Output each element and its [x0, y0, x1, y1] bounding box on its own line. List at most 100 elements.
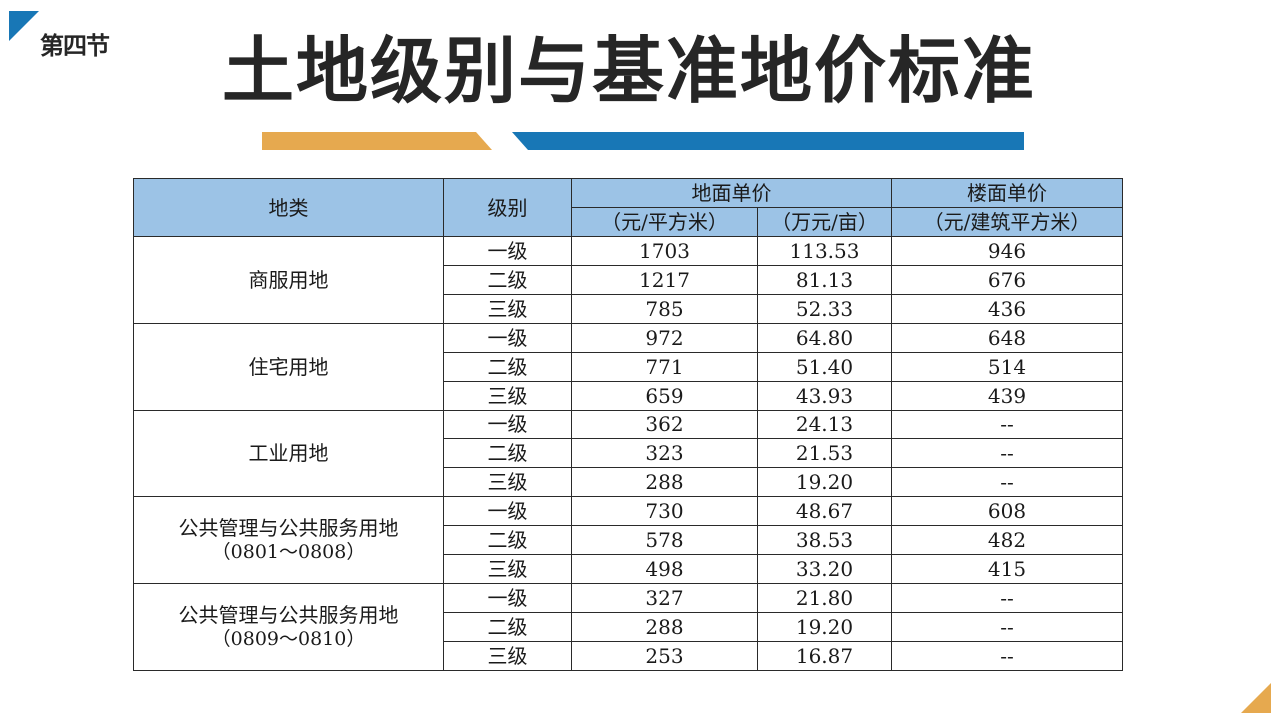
- floor-price-cell: 482: [891, 525, 1123, 556]
- grade-cell: 三级: [443, 640, 572, 672]
- land-price-yuan-sqm-cell: 785: [571, 293, 758, 324]
- land-price-wan-mu-cell: 16.87: [757, 640, 892, 672]
- land-price-wan-mu-cell: 48.67: [757, 496, 892, 527]
- land-price-yuan-sqm-cell: 771: [571, 351, 758, 382]
- land-price-wan-mu-cell: 21.53: [757, 438, 892, 469]
- grade-cell: 一级: [443, 322, 572, 353]
- land-price-wan-mu-cell: 43.93: [757, 380, 892, 411]
- grade-cell: 二级: [443, 264, 572, 295]
- land-price-wan-mu-cell: 21.80: [757, 583, 892, 613]
- land-price-yuan-sqm-cell: 253: [571, 640, 758, 672]
- land-price-yuan-sqm-cell: 288: [571, 611, 758, 642]
- floor-price-cell: 436: [891, 293, 1123, 324]
- grade-cell: 三级: [443, 467, 572, 498]
- land-type-name: 商服用地: [248, 267, 329, 292]
- land-price-yuan-sqm-cell: 323: [571, 438, 758, 469]
- land-price-table: 地类 级别 地面单价 楼面单价 （元/平方米） （万元/亩） （元/建筑平方米）…: [133, 178, 1123, 672]
- land-type-name: 公共管理与公共服务用地: [178, 516, 399, 541]
- floor-price-cell: 514: [891, 351, 1123, 382]
- floor-price-cell: 676: [891, 264, 1123, 295]
- land-price-wan-mu-cell: 24.13: [757, 409, 892, 440]
- grade-cell: 一级: [443, 236, 572, 266]
- floor-price-cell: 439: [891, 380, 1123, 411]
- land-type-name: 住宅用地: [248, 354, 329, 379]
- land-price-wan-mu-cell: 113.53: [757, 236, 892, 266]
- floor-price-cell: 648: [891, 322, 1123, 353]
- land-type-name: 工业用地: [248, 441, 329, 466]
- land-price-yuan-sqm-cell: 327: [571, 583, 758, 613]
- grade-cell: 二级: [443, 351, 572, 382]
- section-label: 第四节: [40, 32, 110, 60]
- header-unit-wan-mu: （万元/亩）: [757, 207, 892, 237]
- table-row: 二级 1217 81.13 676: [134, 264, 1123, 295]
- grade-cell: 三级: [443, 554, 572, 585]
- table-row: 二级 578 38.53 482: [134, 525, 1123, 556]
- corner-decoration-top-left: [9, 11, 39, 41]
- floor-price-cell: 608: [891, 496, 1123, 527]
- table-row: 二级 323 21.53 --: [134, 438, 1123, 469]
- floor-price-cell: --: [891, 611, 1123, 642]
- land-price-yuan-sqm-cell: 730: [571, 496, 758, 527]
- grade-cell: 二级: [443, 525, 572, 556]
- land-price-yuan-sqm-cell: 659: [571, 380, 758, 411]
- table-row: 三级 288 19.20 --: [134, 467, 1123, 498]
- land-price-wan-mu-cell: 52.33: [757, 293, 892, 324]
- land-price-wan-mu-cell: 51.40: [757, 351, 892, 382]
- land-price-yuan-sqm-cell: 1217: [571, 264, 758, 295]
- land-price-yuan-sqm-cell: 1703: [571, 236, 758, 266]
- land-price-wan-mu-cell: 64.80: [757, 322, 892, 353]
- table-row: 公共管理与公共服务用地 （0809～0810） 一级 327 21.80 --: [133, 583, 1123, 671]
- table-row: 二级 771 51.40 514: [134, 351, 1123, 382]
- table-row: 三级 659 43.93 439: [134, 380, 1123, 411]
- land-type-cell: 工业用地: [133, 409, 444, 498]
- page-title: 土地级别与基准地价标准: [222, 29, 1037, 113]
- table-row: 住宅用地 一级 972 64.80 648: [133, 322, 1123, 411]
- grade-cell: 二级: [443, 438, 572, 469]
- title-underline-blue: [512, 132, 1024, 150]
- land-price-yuan-sqm-cell: 288: [571, 467, 758, 498]
- corner-decoration-bottom-right: [1241, 683, 1271, 713]
- land-type-cell: 住宅用地: [133, 322, 444, 411]
- grade-cell: 二级: [443, 611, 572, 642]
- grade-cell: 三级: [443, 293, 572, 324]
- grade-cell: 一级: [443, 409, 572, 440]
- land-price-yuan-sqm-cell: 362: [571, 409, 758, 440]
- header-land-unit-price: 地面单价: [571, 178, 892, 208]
- header-unit-yuan-sqm: （元/平方米）: [571, 207, 758, 237]
- header-floor-unit-price: 楼面单价: [891, 178, 1123, 208]
- floor-price-cell: --: [891, 583, 1123, 613]
- land-type-cell: 公共管理与公共服务用地 （0809～0810）: [133, 583, 444, 671]
- floor-price-cell: 415: [891, 554, 1123, 585]
- land-type-cell: 商服用地: [133, 236, 444, 324]
- floor-price-cell: --: [891, 467, 1123, 498]
- grade-cell: 三级: [443, 380, 572, 411]
- table-row: 公共管理与公共服务用地 （0801～0808） 一级 730 48.67 608: [133, 496, 1123, 585]
- land-price-wan-mu-cell: 19.20: [757, 611, 892, 642]
- land-type-name: 公共管理与公共服务用地: [178, 603, 399, 628]
- land-price-wan-mu-cell: 33.20: [757, 554, 892, 585]
- table-row: 三级 785 52.33 436: [134, 293, 1123, 324]
- land-price-yuan-sqm-cell: 972: [571, 322, 758, 353]
- header-land-type: 地类: [133, 178, 444, 237]
- table-body: 商服用地 一级 1703 113.53 946 二级 1217 81.13 676 三级 785 52…: [133, 236, 1123, 672]
- grade-cell: 一级: [443, 496, 572, 527]
- table-row: 商服用地 一级 1703 113.53 946: [133, 236, 1123, 324]
- table-row: 工业用地 一级 362 24.13 --: [133, 409, 1123, 498]
- grade-cell: 一级: [443, 583, 572, 613]
- title-underline-orange: [262, 132, 492, 150]
- floor-price-cell: 946: [891, 236, 1123, 266]
- table-row: 三级 253 16.87 --: [134, 640, 1123, 672]
- land-price-yuan-sqm-cell: 578: [571, 525, 758, 556]
- land-price-wan-mu-cell: 81.13: [757, 264, 892, 295]
- land-price-wan-mu-cell: 38.53: [757, 525, 892, 556]
- land-type-cell: 公共管理与公共服务用地 （0801～0808）: [133, 496, 444, 585]
- header-unit-yuan-floor: （元/建筑平方米）: [891, 207, 1123, 237]
- land-price-wan-mu-cell: 19.20: [757, 467, 892, 498]
- floor-price-cell: --: [891, 640, 1123, 672]
- land-type-code-range: （0801～0808）: [211, 541, 366, 564]
- land-type-code-range: （0809～0810）: [211, 628, 366, 651]
- floor-price-cell: --: [891, 438, 1123, 469]
- floor-price-cell: --: [891, 409, 1123, 440]
- land-price-yuan-sqm-cell: 498: [571, 554, 758, 585]
- header-grade: 级别: [443, 178, 572, 237]
